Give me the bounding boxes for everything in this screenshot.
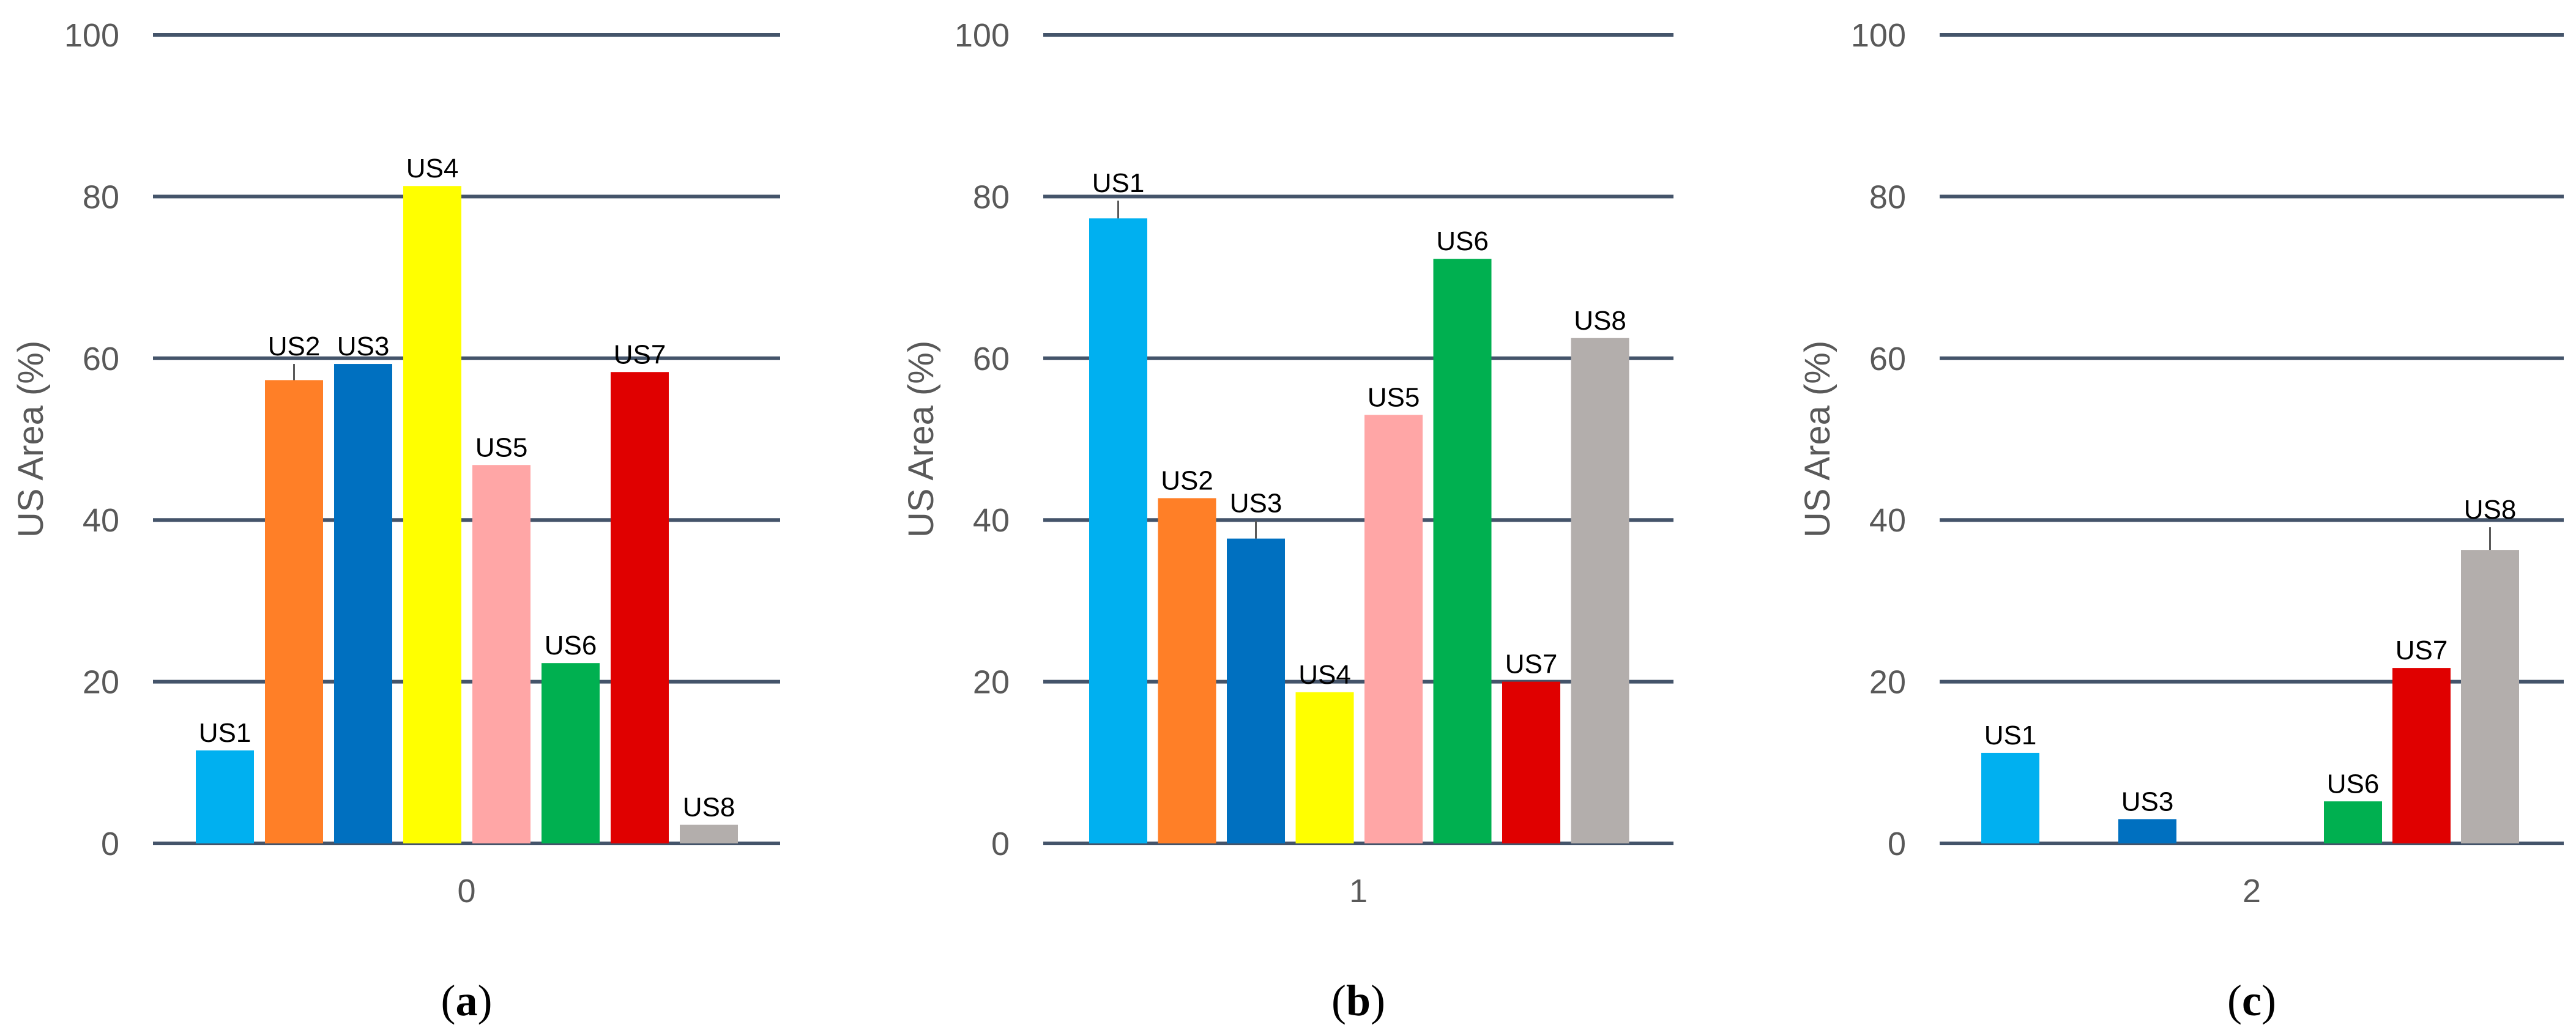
panel-caption: (b) — [1331, 976, 1385, 1025]
bar-us8 — [680, 824, 738, 843]
y-tick-label: 60 — [1869, 341, 1906, 377]
bar-us6 — [2324, 801, 2382, 843]
bar-label-us7: US7 — [1505, 650, 1558, 679]
bar-label-us1: US1 — [199, 718, 251, 748]
y-axis-title: US Area (%) — [11, 341, 51, 538]
bar-label-us6: US6 — [1436, 226, 1489, 256]
bar-us7 — [611, 372, 669, 843]
y-tick-label: 80 — [1869, 179, 1906, 215]
bar-label-us8: US8 — [2464, 495, 2517, 525]
bar-us8 — [1571, 338, 1629, 843]
bar-label-us2: US2 — [268, 331, 321, 361]
bar-label-us7: US7 — [2395, 635, 2448, 665]
bar-us7 — [2392, 668, 2451, 843]
chart-panel-b: 0 20 40 60 80 100 US Area (%) US1 US2 US3 US4 US5 US… — [901, 17, 1673, 1025]
bar-us3 — [334, 364, 392, 843]
y-tick-label: 100 — [64, 17, 119, 54]
chart-panel-c: 0 20 40 60 80 100 US Area (%) US1 US3 US6 US7 US8 2 (… — [1798, 17, 2564, 1025]
bar-us4 — [403, 186, 461, 843]
bar-us3 — [2118, 819, 2176, 843]
bar-us6 — [1433, 259, 1492, 844]
bar-us5 — [472, 465, 530, 843]
bar-label-us8: US8 — [683, 793, 735, 823]
bar-label-us2: US2 — [1161, 466, 1213, 496]
bar-us1 — [1089, 218, 1147, 843]
bar-label-us4: US4 — [406, 154, 459, 183]
bar-label-us3: US3 — [2121, 787, 2174, 816]
bar-label-us5: US5 — [1368, 382, 1420, 412]
y-tick-label: 100 — [955, 17, 1010, 54]
y-tick-label: 80 — [973, 179, 1010, 215]
x-category-label: 0 — [457, 873, 475, 909]
y-axis-title: US Area (%) — [901, 341, 941, 538]
y-tick-label: 40 — [1869, 502, 1906, 539]
panel-caption: (a) — [441, 976, 493, 1025]
x-category-label: 2 — [2243, 873, 2261, 909]
bar-label-us6: US6 — [2327, 769, 2380, 799]
y-tick-label: 20 — [83, 664, 119, 701]
bar-label-us7: US7 — [614, 339, 666, 369]
bar-us2 — [265, 380, 323, 843]
bar-label-us1: US1 — [1984, 720, 2037, 750]
y-tick-label: 0 — [101, 826, 119, 862]
bar-us5 — [1364, 415, 1423, 843]
bar-us1 — [196, 750, 254, 843]
chart-panel-a: 0 20 40 60 80 100 US Area (%) US1 US2 US3 US4 US5 US… — [11, 17, 780, 1025]
y-axis-title: US Area (%) — [1798, 341, 1837, 538]
bar-us8 — [2461, 550, 2519, 843]
bar-us7 — [1502, 681, 1560, 843]
bar-label-us3: US3 — [337, 331, 390, 361]
y-tick-label: 40 — [973, 502, 1010, 539]
bar-us2 — [1158, 498, 1216, 843]
y-tick-label: 60 — [83, 341, 119, 377]
bar-us3 — [1227, 538, 1285, 843]
bar-us6 — [542, 663, 600, 843]
y-tick-label: 0 — [991, 826, 1010, 862]
y-tick-label: 100 — [1851, 17, 1906, 54]
y-tick-label: 20 — [1869, 664, 1906, 701]
bar-label-us5: US5 — [475, 432, 528, 462]
y-tick-label: 80 — [83, 179, 119, 215]
y-tick-label: 0 — [1888, 826, 1906, 862]
bar-label-us8: US8 — [1574, 306, 1626, 336]
bar-label-us3: US3 — [1230, 489, 1282, 519]
bar-label-us6: US6 — [545, 631, 597, 661]
y-tick-label: 20 — [973, 664, 1010, 701]
bar-us1 — [1981, 752, 2039, 843]
bar-label-us1: US1 — [1092, 168, 1145, 198]
y-tick-label: 60 — [973, 341, 1010, 377]
panel-caption: (c) — [2227, 976, 2276, 1025]
bar-us4 — [1295, 692, 1354, 843]
y-tick-label: 40 — [83, 502, 119, 539]
bar-label-us4: US4 — [1298, 660, 1351, 690]
x-category-label: 1 — [1349, 873, 1368, 909]
